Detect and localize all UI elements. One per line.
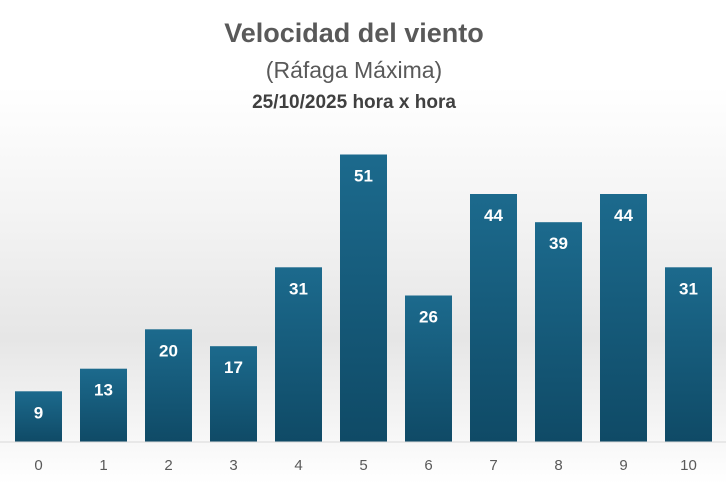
- chart-date-subtitle: 25/10/2025 hora x hora: [252, 92, 456, 113]
- bar-9: [600, 194, 647, 442]
- bar-4: [275, 267, 322, 442]
- x-tick-label-7: 7: [489, 457, 497, 474]
- x-tick-label-5: 5: [359, 457, 367, 474]
- x-tick-label-6: 6: [424, 457, 432, 474]
- bar-value-label-10: 31: [679, 279, 698, 298]
- chart-title: Velocidad del viento: [224, 18, 484, 48]
- bar-value-label-2: 20: [159, 341, 178, 360]
- chart-subtitle: (Ráfaga Máxima): [266, 57, 442, 83]
- bar-value-label-6: 26: [419, 308, 438, 327]
- bar-1: [80, 368, 127, 442]
- bar-value-label-1: 13: [94, 381, 113, 400]
- bar-value-label-0: 9: [34, 403, 43, 422]
- bar-3: [210, 346, 257, 442]
- x-tick-label-1: 1: [99, 457, 107, 474]
- bar-value-label-9: 44: [614, 206, 633, 225]
- x-tick-label-3: 3: [229, 457, 237, 474]
- x-tick-label-2: 2: [164, 457, 172, 474]
- bar-value-label-4: 31: [289, 279, 308, 298]
- bar-2: [145, 329, 192, 442]
- x-tick-label-0: 0: [34, 457, 42, 474]
- bar-value-label-3: 17: [224, 358, 243, 377]
- x-tick-labels-group: 0 1 2 3 4 5 6 7 8 9 10: [34, 457, 697, 474]
- x-tick-label-4: 4: [294, 457, 302, 474]
- bar-5: [340, 154, 387, 442]
- bar-10: [665, 267, 712, 442]
- x-tick-label-8: 8: [554, 457, 562, 474]
- bar-value-label-8: 39: [549, 234, 568, 253]
- bar-0: [15, 391, 62, 442]
- bar-6: [405, 295, 452, 442]
- bar-value-label-7: 44: [484, 206, 503, 225]
- bar-7: [470, 194, 517, 442]
- x-tick-label-10: 10: [680, 457, 697, 474]
- bar-value-label-5: 51: [354, 167, 373, 186]
- bar-8: [535, 222, 582, 442]
- bars-group: 9 13 20 17 31 51 26 44 39 44 31: [15, 154, 712, 442]
- x-tick-label-9: 9: [619, 457, 627, 474]
